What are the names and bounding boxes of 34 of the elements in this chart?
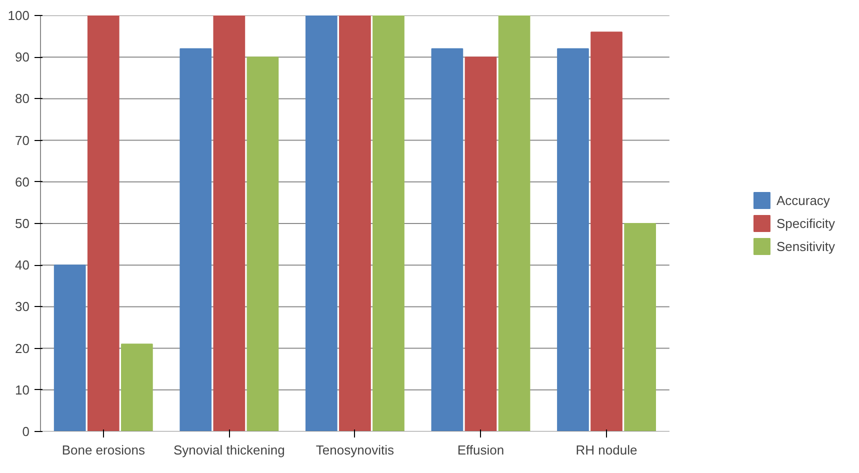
x-tick-label: Effusion	[457, 442, 504, 458]
y-tick-label: 60	[15, 174, 30, 190]
y-tick-label: 80	[15, 91, 30, 106]
y-tick-label: 70	[15, 132, 30, 148]
bar	[624, 223, 656, 432]
bar	[431, 48, 464, 432]
legend-label: Accuracy	[776, 192, 830, 208]
y-tick-label: 90	[15, 50, 30, 65]
y-tick-label: 0	[22, 424, 30, 439]
x-tick-label: Synovial thickening	[174, 442, 285, 458]
legend-label: Specificity	[776, 216, 835, 230]
bar	[498, 16, 530, 432]
bar	[557, 48, 589, 432]
y-tick-label: 50	[15, 216, 30, 231]
y-tick-label: 100	[8, 8, 30, 23]
bar	[372, 16, 404, 432]
bar	[213, 16, 246, 432]
y-tick-label: 40	[15, 258, 30, 273]
bar	[339, 16, 371, 432]
bar	[87, 16, 120, 432]
y-tick-label: 10	[15, 382, 30, 398]
bar	[54, 264, 86, 432]
legend-label: Sensitivity	[776, 238, 835, 254]
y-tick-label: 30	[15, 299, 30, 314]
x-tick-label: RH nodule	[576, 442, 638, 458]
y-tick-label: 20	[15, 340, 30, 356]
bar	[121, 344, 153, 432]
bar	[590, 32, 622, 432]
bar	[305, 16, 338, 432]
x-tick-label: Tenosynovitis	[316, 442, 394, 458]
x-tick-label: Bone erosions	[62, 442, 146, 458]
bar	[246, 56, 279, 432]
bar	[464, 56, 497, 432]
bar	[180, 48, 212, 432]
